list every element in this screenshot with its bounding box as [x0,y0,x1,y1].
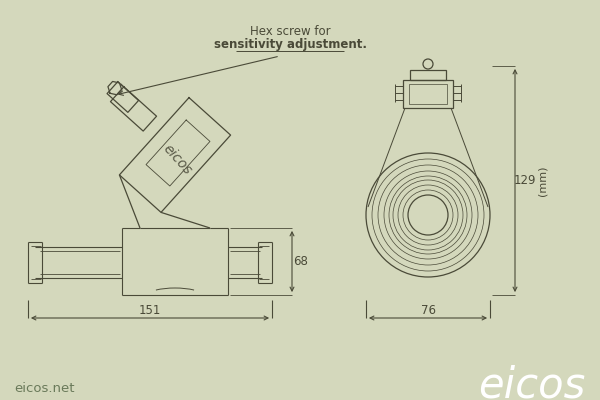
Text: eicos.net: eicos.net [14,382,74,394]
Bar [403,80,453,108]
Text: eicos: eicos [160,142,194,178]
Bar [409,84,447,104]
Text: 129: 129 [514,174,536,187]
Text: Hex screw for: Hex screw for [250,25,331,38]
Text: eicos: eicos [478,364,585,400]
Text: 151: 151 [139,304,161,316]
Text: 76: 76 [421,304,436,316]
Text: (mm): (mm) [538,165,548,196]
Text: sensitivity adjustment.: sensitivity adjustment. [214,38,367,51]
Text: 68: 68 [293,255,308,268]
Bar [410,70,446,80]
